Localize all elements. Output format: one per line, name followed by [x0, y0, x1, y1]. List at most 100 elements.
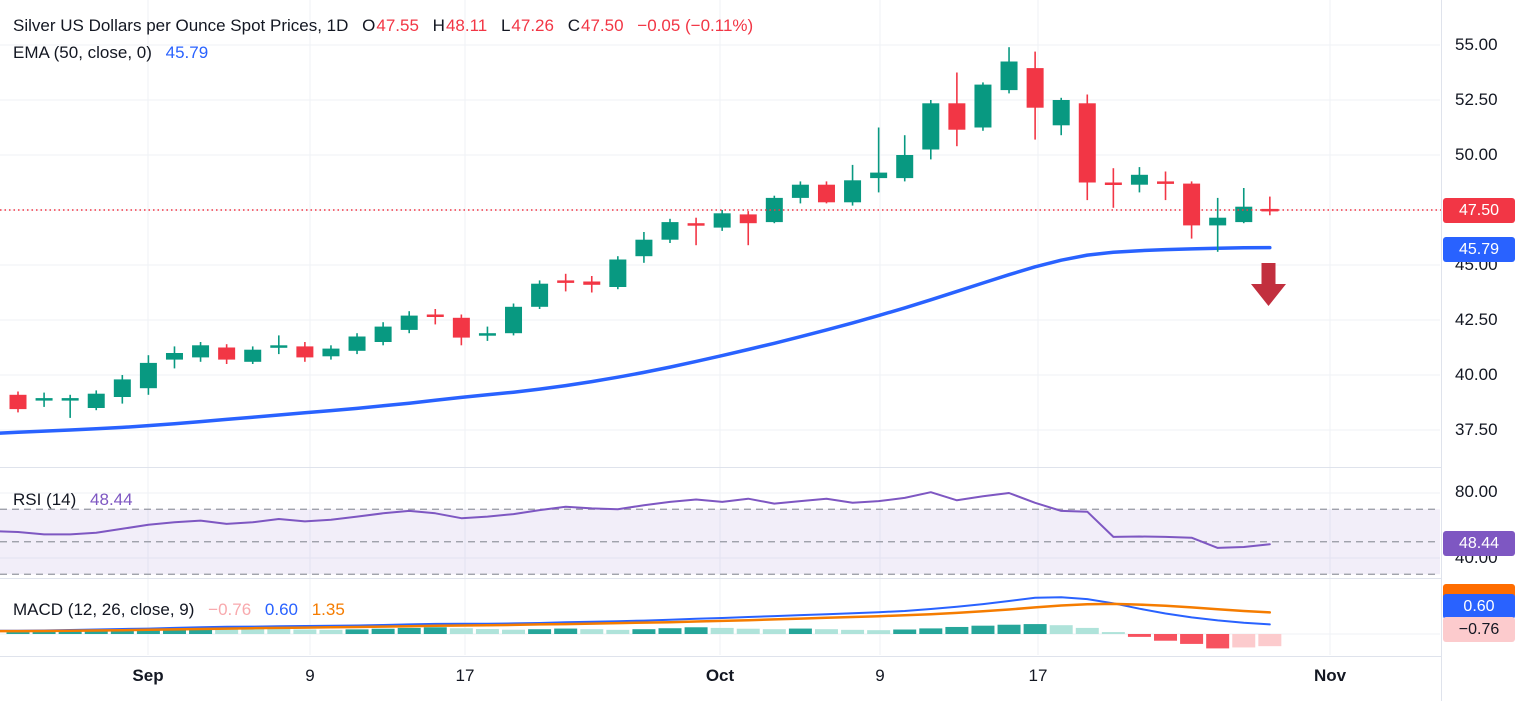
- rsi-label[interactable]: RSI (14): [13, 490, 77, 509]
- macd-histogram-bar: [162, 627, 186, 634]
- candle-body: [87, 393, 105, 408]
- time-axis-label: Nov: [1313, 666, 1347, 685]
- candle-body: [583, 281, 601, 285]
- ohlc-low: L47.26: [500, 16, 554, 35]
- candle-body: [661, 222, 679, 240]
- macd-histogram-bar: [893, 629, 917, 634]
- candle-body: [348, 336, 366, 351]
- candle-body: [218, 347, 236, 360]
- macd-histogram-bar: [293, 629, 317, 634]
- candle-body: [948, 103, 966, 130]
- macd-histogram-bar: [1180, 634, 1204, 644]
- candle-body: [270, 345, 288, 348]
- candle-body: [1157, 181, 1175, 184]
- price-axis[interactable]: 55.00 52.50 50.00 45.00 42.50 40.00 37.50 80.00…: [1441, 0, 1536, 701]
- candle-body: [557, 280, 575, 283]
- ohlc-open: O47.55: [362, 16, 419, 35]
- change-value: −0.05 (−0.11%): [637, 16, 754, 35]
- candle-body: [139, 362, 157, 389]
- macd-histogram-bar: [762, 629, 786, 634]
- rsi-legend: RSI (14) 48.44: [13, 490, 133, 510]
- candle-body: [165, 353, 183, 360]
- candle-body: [9, 394, 27, 410]
- macd-histogram-bar: [1127, 634, 1151, 637]
- macd-hist-value: −0.76: [208, 600, 252, 619]
- candle-body: [1130, 174, 1148, 185]
- candle-body: [1235, 206, 1253, 223]
- candle-body: [739, 214, 757, 224]
- price-axis-label: 52.50: [1455, 90, 1498, 109]
- candle-body: [426, 314, 444, 317]
- price-axis-label: 50.00: [1455, 145, 1498, 164]
- candle-body: [1000, 61, 1018, 91]
- macd-histogram-bar: [215, 627, 239, 634]
- symbol-title[interactable]: Silver US Dollars per Ounce Spot Prices,…: [13, 16, 349, 35]
- macd-histogram-bar: [32, 631, 56, 634]
- macd-histogram-bar: [919, 628, 943, 634]
- macd-histogram-bar: [606, 629, 630, 634]
- macd-histogram-bar: [58, 630, 82, 634]
- macd-histogram-bar: [449, 628, 473, 634]
- macd-histogram-bar: [6, 632, 30, 634]
- indicator-lines[interactable]: [0, 245, 1272, 633]
- candle-body: [713, 213, 731, 228]
- macd-histogram-bar: [1023, 624, 1047, 634]
- macd-histogram-bar: [997, 624, 1021, 634]
- time-axis[interactable]: Sep 9 17 Oct 9 17 Nov: [0, 656, 1441, 701]
- ema-label[interactable]: EMA (50, close, 0): [13, 43, 152, 62]
- macd-histogram-bar: [841, 629, 865, 634]
- macd-histogram-bar: [84, 630, 108, 634]
- macd-histogram-bar: [397, 627, 421, 634]
- macd-histogram-bar: [502, 629, 526, 634]
- macd-histogram-bar: [971, 625, 995, 634]
- price-axis-badge: 45.79: [1443, 236, 1515, 262]
- time-axis-label: 17: [1028, 666, 1048, 685]
- macd-histogram-bar: [1258, 634, 1282, 647]
- candle-body: [478, 333, 496, 336]
- candle-body: [974, 84, 992, 128]
- macd-label[interactable]: MACD (12, 26, close, 9): [13, 600, 195, 619]
- candle-body: [1026, 68, 1044, 108]
- candle-body: [400, 315, 418, 330]
- candle-body: [896, 155, 914, 179]
- macd-histogram-bar: [371, 628, 395, 634]
- time-axis-label: 17: [455, 666, 475, 685]
- ema-value: 45.79: [165, 43, 209, 62]
- ohlc-close: C47.50: [567, 16, 624, 35]
- rsi-value: 48.44: [90, 490, 133, 509]
- candle-body: [1104, 182, 1122, 185]
- macd-histogram[interactable]: [6, 624, 1282, 649]
- price-axis-label: 80.00: [1455, 482, 1498, 501]
- candle-body: [35, 398, 53, 401]
- macd-signal-line: [0, 602, 1272, 633]
- candle-body: [531, 283, 549, 307]
- macd-histogram-bar: [241, 628, 265, 634]
- rsi-band: [0, 508, 1440, 575]
- candlestick-series[interactable]: [9, 47, 1279, 418]
- price-axis-label: 55.00: [1455, 35, 1498, 54]
- candle-body: [1209, 217, 1227, 226]
- candle-body: [1183, 183, 1201, 226]
- price-axis-badge: 47.50: [1443, 197, 1515, 223]
- macd-histogram-bar: [423, 627, 447, 634]
- candle-body: [452, 317, 470, 338]
- macd-histogram-bar: [554, 628, 578, 634]
- macd-histogram-bar: [1049, 625, 1073, 634]
- macd-histogram-bar: [632, 629, 656, 634]
- price-axis-label: 42.50: [1455, 310, 1498, 329]
- macd-histogram-bar: [345, 629, 369, 634]
- candle-body: [296, 346, 314, 358]
- candle-body: [922, 103, 940, 150]
- down-arrow-marker[interactable]: [1251, 263, 1286, 306]
- macd-legend: MACD (12, 26, close, 9) −0.76 0.60 1.35: [13, 600, 345, 620]
- candle-body: [635, 239, 653, 257]
- symbol-status-row: Silver US Dollars per Ounce Spot Prices,…: [13, 12, 753, 39]
- macd-histogram-bar: [736, 628, 760, 634]
- macd-histogram-bar: [814, 629, 838, 634]
- price-axis-badge: −0.76: [1443, 616, 1515, 642]
- macd-histogram-bar: [710, 627, 734, 634]
- price-axis-badge: 48.44: [1443, 530, 1515, 556]
- macd-histogram-bar: [1206, 634, 1230, 649]
